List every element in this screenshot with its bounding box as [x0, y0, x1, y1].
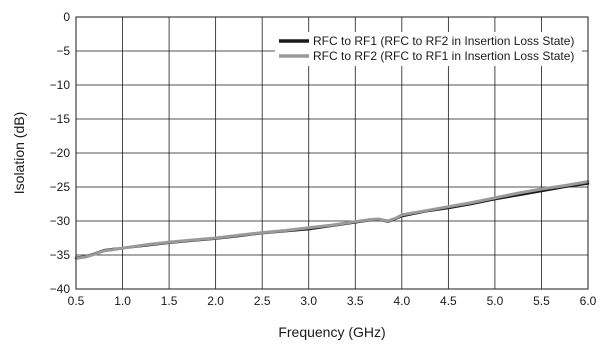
- y-tick-label: −35: [50, 248, 71, 262]
- y-axis-title: Isolation (dB): [11, 112, 27, 194]
- y-tick-label: −5: [56, 44, 70, 58]
- x-tick-labels: 0.5 1.0 1.5 2.0 2.5 3.0 3.5 4.0 4.5 5.0 5.5 6.0: [68, 294, 597, 308]
- x-tick-label: 6.0: [580, 294, 597, 308]
- y-tick-labels: 0 −5 −10 −15 −20 −25 −30 −35 −40: [50, 10, 71, 296]
- x-tick-label: 5.0: [487, 294, 504, 308]
- x-tick-label: 3.5: [347, 294, 364, 308]
- legend: RFC to RF1 (RFC to RF2 in Insertion Loss…: [275, 32, 582, 66]
- legend-background: [275, 32, 582, 66]
- y-tick-label: −40: [50, 282, 71, 296]
- series-layer: [74, 180, 590, 260]
- y-tick-label: −25: [50, 180, 71, 194]
- series-line-2: [74, 180, 590, 260]
- x-tick-label: 5.5: [533, 294, 550, 308]
- x-tick-label: 2.0: [207, 294, 224, 308]
- plot-frame: [75, 16, 589, 290]
- x-tick-label: 1.5: [161, 294, 178, 308]
- x-tick-label: 1.0: [114, 294, 131, 308]
- x-tick-label: 4.0: [393, 294, 410, 308]
- x-axis-title: Frequency (GHz): [278, 324, 385, 340]
- x-tick-label: 3.0: [300, 294, 317, 308]
- x-tick-label: 0.5: [68, 294, 85, 308]
- y-tick-label: −10: [50, 78, 71, 92]
- legend-label-series-2: RFC to RF2 (RFC to RF1 in Insertion Loss…: [313, 49, 574, 63]
- x-tick-label: 2.5: [254, 294, 271, 308]
- y-tick-label: −30: [50, 214, 71, 228]
- y-tick-label: 0: [63, 10, 70, 24]
- x-tick-label: 4.5: [440, 294, 457, 308]
- legend-label-series-1: RFC to RF1 (RFC to RF2 in Insertion Loss…: [313, 34, 574, 48]
- y-tick-label: −20: [50, 146, 71, 160]
- y-tick-label: −15: [50, 112, 71, 126]
